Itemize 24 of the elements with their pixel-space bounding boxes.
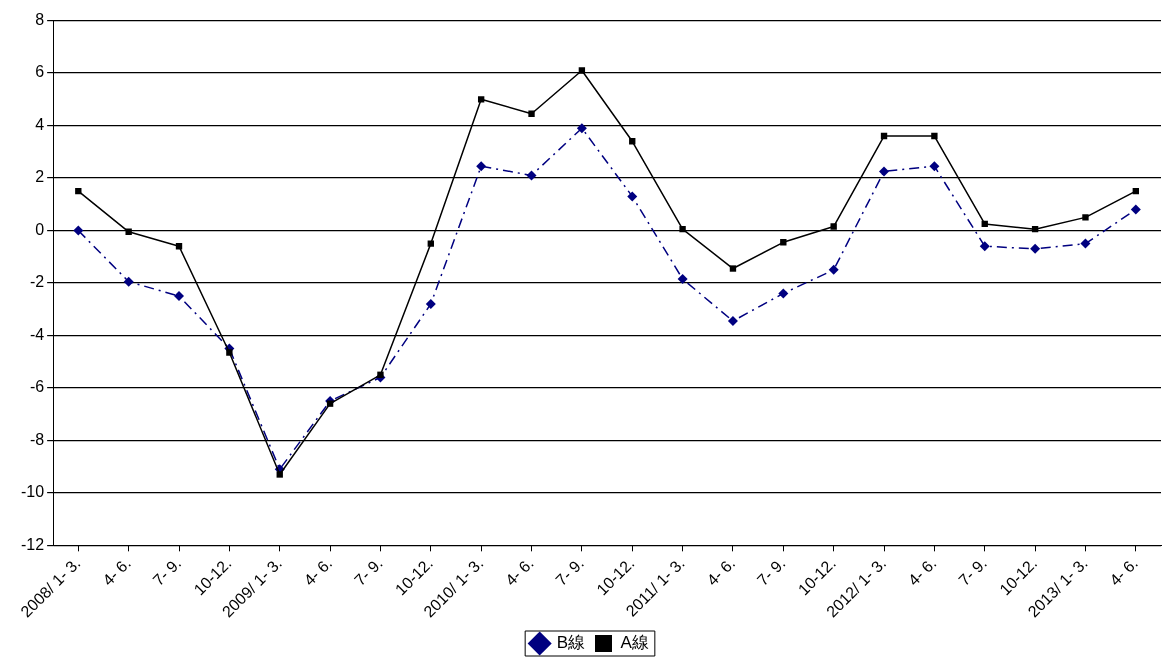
- legend-label: B線: [556, 633, 585, 653]
- x-tick-label: 7- 9.: [955, 554, 990, 589]
- y-tick-label: 0: [35, 220, 45, 238]
- y-tick-label: -6: [29, 378, 45, 396]
- x-tick-label: 4- 6.: [703, 554, 739, 589]
- y-tick-label: -8: [29, 430, 45, 448]
- y-tick-label: -2: [29, 273, 45, 291]
- x-tick-label: 7- 9.: [351, 554, 386, 589]
- y-tick-label: -12: [21, 535, 45, 553]
- y-tick-label: 8: [35, 11, 45, 29]
- legend-label: A線: [620, 633, 649, 653]
- x-tick-label: 4- 6.: [1106, 554, 1142, 589]
- y-tick-label: 6: [35, 63, 45, 81]
- x-tick-label: 4- 6.: [300, 554, 336, 589]
- x-tick-label: 4- 6.: [904, 554, 940, 589]
- x-tick-label: 4- 6.: [99, 554, 134, 589]
- y-tick-label: -10: [21, 483, 45, 501]
- y-tick-label: -4: [29, 325, 45, 343]
- x-tick-label: 7- 9.: [149, 554, 185, 589]
- x-tick-label: 4- 6.: [502, 554, 537, 589]
- y-tick-label: 4: [35, 115, 45, 133]
- x-tick-label: 7- 9.: [552, 554, 588, 589]
- x-tick-label: 7- 9.: [753, 554, 789, 589]
- y-tick-label: 2: [35, 168, 45, 186]
